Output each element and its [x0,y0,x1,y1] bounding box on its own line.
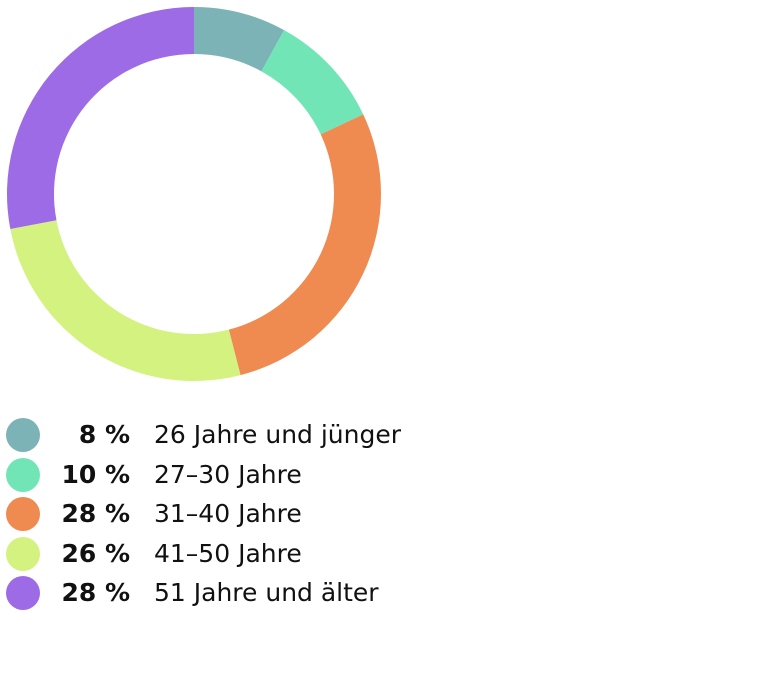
legend-item: 26 % 41–50 Jahre [6,535,606,575]
legend-value: 10 % [61,459,130,489]
donut-segment-4 [10,220,241,382]
legend-swatch [6,576,40,610]
legend-label: 31–40 Jahre [154,499,302,528]
legend-item: 8 % 26 Jahre und jünger [6,416,606,456]
legend-item: 28 % 31–40 Jahre [6,495,606,535]
legend-swatch [6,457,40,492]
legend-value: 28 % [61,578,130,607]
legend-value: 28 % [61,499,130,528]
donut-segment-3 [228,114,382,376]
legend-item: 28 % 51 Jahre und älter [6,574,606,614]
legend-value: 26 % [61,538,130,568]
legend-label: 26 Jahre und jünger [154,420,402,449]
legend-value: 8 % [78,420,130,449]
legend-label: 51 Jahre und älter [154,578,379,607]
legend-item: 10 % 27–30 Jahre [6,456,606,496]
legend-swatch [6,497,40,531]
donut-segment-1 [194,7,285,72]
legend-label: 27–30 Jahre [154,459,302,489]
donut-chart [6,7,382,382]
legend: 8 % 26 Jahre und jünger 10 % 27–30 Jahre… [6,416,606,614]
donut-segment-5 [6,7,195,230]
donut-segment-2 [261,30,364,135]
legend-swatch [6,418,40,452]
legend-swatch [6,536,40,571]
legend-label: 41–50 Jahre [154,538,302,568]
